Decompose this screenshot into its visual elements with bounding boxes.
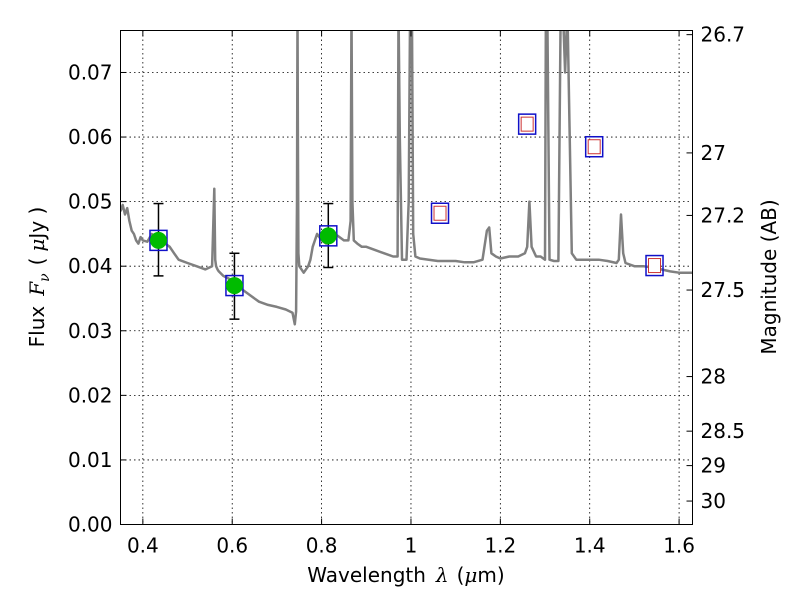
- y-tick-label: 0.03: [68, 319, 113, 343]
- plot-frame: [120, 30, 693, 525]
- y2-axis-label: Magnitude (AB): [757, 199, 781, 354]
- model-box-marker: [430, 202, 450, 224]
- x-tick-label: 0.4: [127, 534, 159, 558]
- y-tick-label: 0.05: [68, 190, 113, 214]
- x-axis-label: Wavelength λ (μm): [307, 563, 504, 587]
- y2-tick-label: 27.5: [701, 278, 746, 302]
- y-tick-label: 0.04: [68, 254, 113, 278]
- x-tick-label: 1.4: [574, 534, 606, 558]
- y-tick-label: 0.01: [68, 448, 113, 472]
- predicted-marker: [587, 139, 601, 155]
- y-axis-right: 26.7 27 27.2 27.5 28 28.5 29 30: [686, 23, 746, 513]
- x-tick-label: 1.2: [484, 534, 516, 558]
- y-axis-label: FluxFν(μJy ): [25, 207, 53, 348]
- y-tick-label: 0.02: [68, 383, 113, 407]
- model-box-marker: [517, 113, 537, 135]
- model-spectrum-line: [120, 30, 693, 326]
- predicted-marker: [648, 258, 662, 274]
- model-spectrum-layer: [120, 30, 693, 326]
- y-tick-label: 0.07: [68, 60, 113, 84]
- y2-tick-label: 28: [701, 365, 726, 389]
- predicted-marker: [433, 205, 447, 221]
- x-axis: 0.4 0.6 0.8 1 1.2 1.4 1.6: [127, 30, 695, 558]
- grid: [120, 30, 693, 525]
- y2-tick-label: 26.7: [701, 23, 746, 47]
- y2-tick-label: 27: [701, 141, 726, 165]
- detection-point: [149, 231, 167, 249]
- y-tick-label: 0.06: [68, 125, 113, 149]
- detection-point: [319, 227, 337, 245]
- predicted-point-layer: [433, 116, 662, 274]
- model-box-marker: [645, 254, 664, 277]
- model-box-marker: [584, 135, 604, 158]
- y2-tick-label: 30: [701, 489, 726, 513]
- x-tick-label: 0.6: [216, 534, 248, 558]
- x-tick-label: 1.6: [663, 534, 695, 558]
- y2-tick-label: 29: [701, 454, 726, 478]
- x-tick-label: 0.8: [306, 534, 338, 558]
- detection-point: [225, 277, 243, 295]
- predicted-marker: [520, 116, 534, 132]
- y-axis-left: 0.00 0.01 0.02 0.03 0.04 0.05 0.06 0.07: [68, 60, 127, 537]
- detection-point-layer: [149, 227, 337, 295]
- y2-tick-label: 27.2: [701, 203, 746, 227]
- x-tick-label: 1: [405, 534, 418, 558]
- model-box-layer: [149, 113, 664, 297]
- y-tick-label: 0.00: [68, 513, 113, 537]
- y2-tick-label: 28.5: [701, 419, 746, 443]
